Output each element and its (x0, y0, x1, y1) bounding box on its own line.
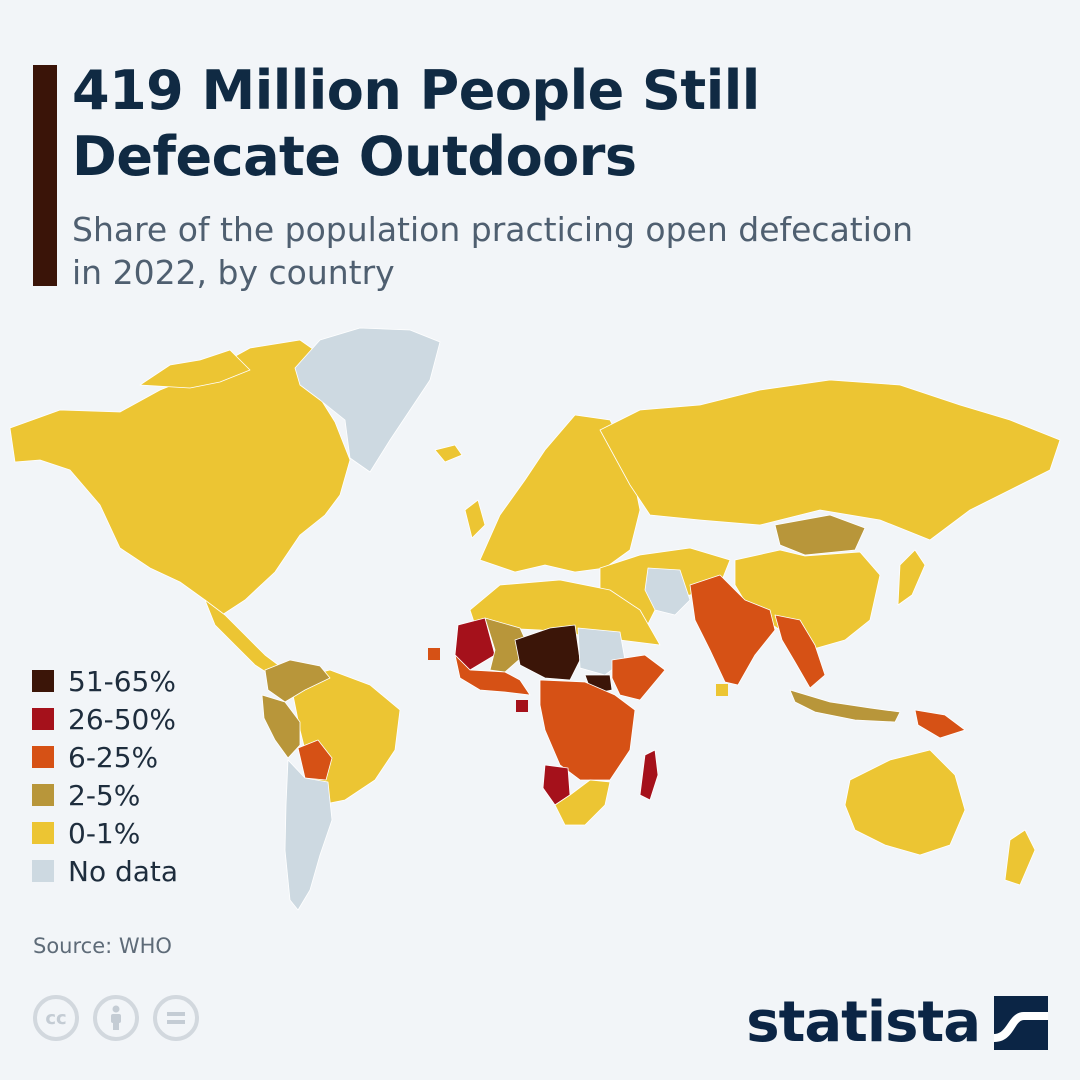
region-bolivia (297, 739, 333, 781)
legend-item: No data (32, 852, 178, 890)
region-maldives (716, 684, 728, 696)
region-mongolia (774, 514, 866, 556)
region-southeast-asia (774, 614, 826, 689)
legend-label: 51-65% (68, 664, 176, 698)
region-sao-tome (516, 700, 528, 712)
brand-wordmark: statista (746, 990, 981, 1055)
map-legend: 51-65% 26-50% 6-25% 2-5% 0-1% No data (32, 662, 178, 890)
legend-label: No data (68, 854, 179, 888)
region-west-africa (454, 654, 531, 696)
attribution-icon[interactable] (93, 995, 139, 1041)
legend-item: 2-5% (32, 776, 178, 814)
legend-swatch (32, 746, 54, 768)
statista-logo-icon (994, 995, 1048, 1050)
legend-item: 0-1% (32, 814, 178, 852)
region-horn-of-africa (611, 654, 666, 701)
statista-brand[interactable]: statista (746, 990, 1048, 1055)
region-southern-africa (554, 779, 611, 826)
legend-label: 0-1% (68, 816, 141, 850)
legend-item: 51-65% (32, 662, 178, 700)
region-niger-chad (514, 624, 581, 681)
legend-swatch (32, 822, 54, 844)
page-title: 419 Million People Still Defecate Outdoo… (72, 59, 760, 188)
legend-label: 6-25% (68, 740, 159, 774)
region-india (689, 574, 776, 686)
region-colombia-venezuela (264, 659, 331, 703)
world-map (9, 327, 1061, 911)
legend-label: 2-5% (68, 778, 141, 812)
region-argentina-chile (284, 759, 333, 911)
region-greenland (294, 327, 441, 473)
region-uk-ireland (464, 499, 486, 539)
legend-swatch (32, 708, 54, 730)
license-icons: cc (33, 995, 199, 1041)
legend-label: 26-50% (68, 702, 176, 736)
legend-item: 26-50% (32, 700, 178, 738)
region-mauritania (454, 617, 496, 671)
region-peru (261, 694, 301, 759)
legend-swatch (32, 860, 54, 882)
page-subtitle: Share of the population practicing open … (72, 210, 914, 292)
creative-commons-icon[interactable]: cc (33, 995, 79, 1041)
source-note: Source: WHO (33, 934, 172, 958)
region-arctic-islands (139, 349, 251, 389)
region-central-america (204, 599, 286, 679)
region-russia (599, 379, 1061, 541)
region-papua-new-guinea (914, 709, 966, 739)
region-madagascar (639, 749, 659, 801)
legend-swatch (32, 784, 54, 806)
region-indonesia (789, 689, 901, 723)
region-australia (844, 749, 966, 856)
region-new-zealand (1004, 829, 1036, 886)
region-cape-verde (428, 648, 440, 660)
region-japan (897, 549, 926, 606)
legend-item: 6-25% (32, 738, 178, 776)
region-central-east-africa (539, 679, 636, 781)
title-accent-bar (33, 65, 57, 286)
legend-swatch (32, 670, 54, 692)
no-derivatives-icon[interactable] (153, 995, 199, 1041)
region-iceland (434, 444, 463, 463)
region-iran (644, 567, 691, 616)
